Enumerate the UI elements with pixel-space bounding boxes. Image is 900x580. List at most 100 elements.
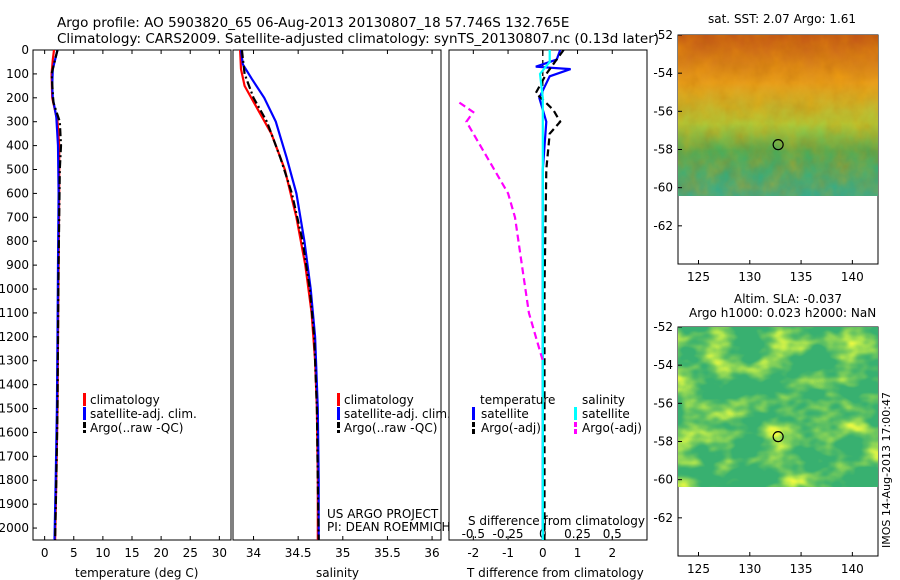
y-tick-label: 2000 [0, 521, 29, 535]
legend-swatch-s-argo [574, 422, 577, 427]
sla-map-title: Altim. SLA: -0.037 [734, 292, 842, 306]
map-y-tick-label: -58 [653, 143, 673, 157]
temperature-legend: climatology satellite-adj. clim. Argo(..… [83, 393, 197, 435]
t-difference-label: T difference from climatology [466, 566, 644, 580]
x-tick-label: 10 [95, 546, 110, 560]
legend-label-argo: Argo(..raw -QC) [90, 421, 183, 435]
legend-swatch-s-satellite [574, 407, 577, 420]
legend-swatch-argo [83, 422, 86, 428]
project-annotation-1: US ARGO PROJECT [327, 507, 439, 521]
y-tick-label: 100 [6, 67, 29, 81]
legend-swatch-s-argo-b [574, 429, 577, 434]
y-tick-label: 300 [6, 115, 29, 129]
depth-axis: 0 100 200 300 400 500 600 700 800 900 1000 1100 1200… [0, 43, 37, 535]
x-tick-label: 0 [41, 546, 49, 560]
temperature-axes-frame [32, 49, 232, 541]
map-y-tick-label: -54 [653, 358, 673, 372]
sla-map-axes: 125 130 135 140 -52 -54 -56 -58 -60 -62 [653, 320, 863, 576]
x-tick-label: 20 [153, 546, 168, 560]
side-timestamp: IMOS 14-Aug-2013 17:00:47 [880, 392, 893, 548]
legend-swatch-t-satellite [472, 407, 475, 420]
x-tick-label: -1 [502, 546, 514, 560]
header-line-2: Climatology: CARS2009. Satellite-adjuste… [57, 31, 659, 47]
x-tick-label: 35.5 [374, 546, 401, 560]
map-x-tick-label: 125 [687, 270, 710, 284]
sst-map-axes: 125 130 135 140 -52 -54 -56 -58 -60 -62 [653, 28, 863, 284]
s-tick-label: 0.25 [564, 527, 591, 541]
legend-label-climatology: climatology [344, 393, 414, 407]
map-x-tick-label: 135 [790, 562, 813, 576]
x-tick-label: 35 [335, 546, 350, 560]
x-tick-label: 30 [212, 546, 227, 560]
legend-swatch-satellite-adj [83, 407, 86, 420]
difference-panel: -2 -1 0 1 2 -0.5 -0.25 0 0.25 0.5 S difference f… [448, 49, 648, 580]
difference-axes-frame [448, 49, 648, 541]
sst-map-title: sat. SST: 2.07 Argo: 1.61 [708, 12, 856, 26]
series-line-argo-adj- [534, 49, 565, 540]
x-tick-label: 25 [183, 546, 198, 560]
project-annotation-2: PI: DEAN ROEMMICH [327, 520, 450, 534]
x-tick-label: 2 [608, 546, 616, 560]
map-y-tick-label: -62 [653, 219, 673, 233]
y-tick-label: 1700 [0, 449, 29, 463]
legend-swatch-t-argo [472, 422, 475, 427]
y-tick-label: 1100 [0, 306, 29, 320]
legend-label-climatology: climatology [90, 393, 160, 407]
legend-label-s-satellite: satellite [582, 407, 630, 421]
y-tick-label: 1400 [0, 378, 29, 392]
legend-label-s-argo: Argo(-adj) [582, 421, 642, 435]
header-line-1: Argo profile: AO 5903820_65 06-Aug-2013 … [57, 15, 569, 31]
y-tick-label: 1600 [0, 425, 29, 439]
temperature-series [50, 49, 63, 541]
x-tick-label: 0 [539, 546, 547, 560]
legend-swatch-satellite-adj [337, 407, 340, 420]
y-tick-label: 500 [6, 163, 29, 177]
s-tick-label: 0.5 [603, 527, 622, 541]
legend-swatch-argo [337, 422, 340, 428]
y-tick-label: 0 [21, 43, 29, 57]
legend-swatch-climatology [337, 393, 340, 406]
series-line-satellite [538, 50, 551, 540]
x-tick-label: 1 [574, 546, 582, 560]
x-tick-label: 5 [70, 546, 78, 560]
y-tick-label: 1900 [0, 497, 29, 511]
map-x-tick-label: 130 [738, 270, 761, 284]
s-tick-label: -0.25 [493, 527, 524, 541]
salinity-panel: 34 34.5 35 35.5 36 salinity climatology sate… [232, 49, 451, 580]
difference-legend: temperature satellite Argo(-adj) salinit… [472, 393, 642, 435]
legend-label-satellite-adj: satellite-adj. clim. [90, 407, 197, 421]
s-tick-label: -0.5 [462, 527, 485, 541]
series-line-argo-raw-qc- [240, 49, 320, 541]
salinity-axes-frame [232, 49, 442, 541]
s-difference-label: S difference from climatology [468, 514, 645, 528]
figure-header: Argo profile: AO 5903820_65 06-Aug-2013 … [57, 15, 659, 47]
argo-location-marker [772, 431, 784, 443]
legend-swatch-argo-b [337, 430, 340, 433]
series-line-argo-adj- [458, 101, 544, 362]
sla-heatmap [678, 327, 878, 487]
salinity-series [239, 49, 320, 541]
y-tick-label: 900 [6, 258, 29, 272]
x-tick-label: 34 [246, 546, 261, 560]
temperature-x-label: temperature (deg C) [75, 566, 198, 580]
sst-heatmap [678, 35, 878, 196]
map-y-tick-label: -58 [653, 435, 673, 449]
map-x-tick-label: 130 [738, 562, 761, 576]
legend-label-satellite-adj: satellite-adj. clim. [344, 407, 451, 421]
y-tick-label: 700 [6, 210, 29, 224]
legend-label-t-satellite: satellite [481, 407, 529, 421]
legend-group-temperature: temperature [480, 393, 555, 407]
map-x-tick-label: 135 [790, 270, 813, 284]
salinity-legend: climatology satellite-adj. clim. Argo(..… [337, 393, 451, 435]
difference-series [458, 49, 571, 540]
map-y-tick-label: -60 [653, 473, 673, 487]
legend-group-salinity: salinity [582, 393, 625, 407]
y-tick-label: 200 [6, 91, 29, 105]
y-tick-label: 1300 [0, 354, 29, 368]
map-y-tick-label: -56 [653, 396, 673, 410]
legend-swatch-climatology [83, 393, 86, 406]
sla-map-panel: Altim. SLA: -0.037 Argo h1000: 0.023 h20… [653, 292, 879, 576]
legend-label-argo: Argo(..raw -QC) [344, 421, 437, 435]
y-tick-label: 1800 [0, 473, 29, 487]
